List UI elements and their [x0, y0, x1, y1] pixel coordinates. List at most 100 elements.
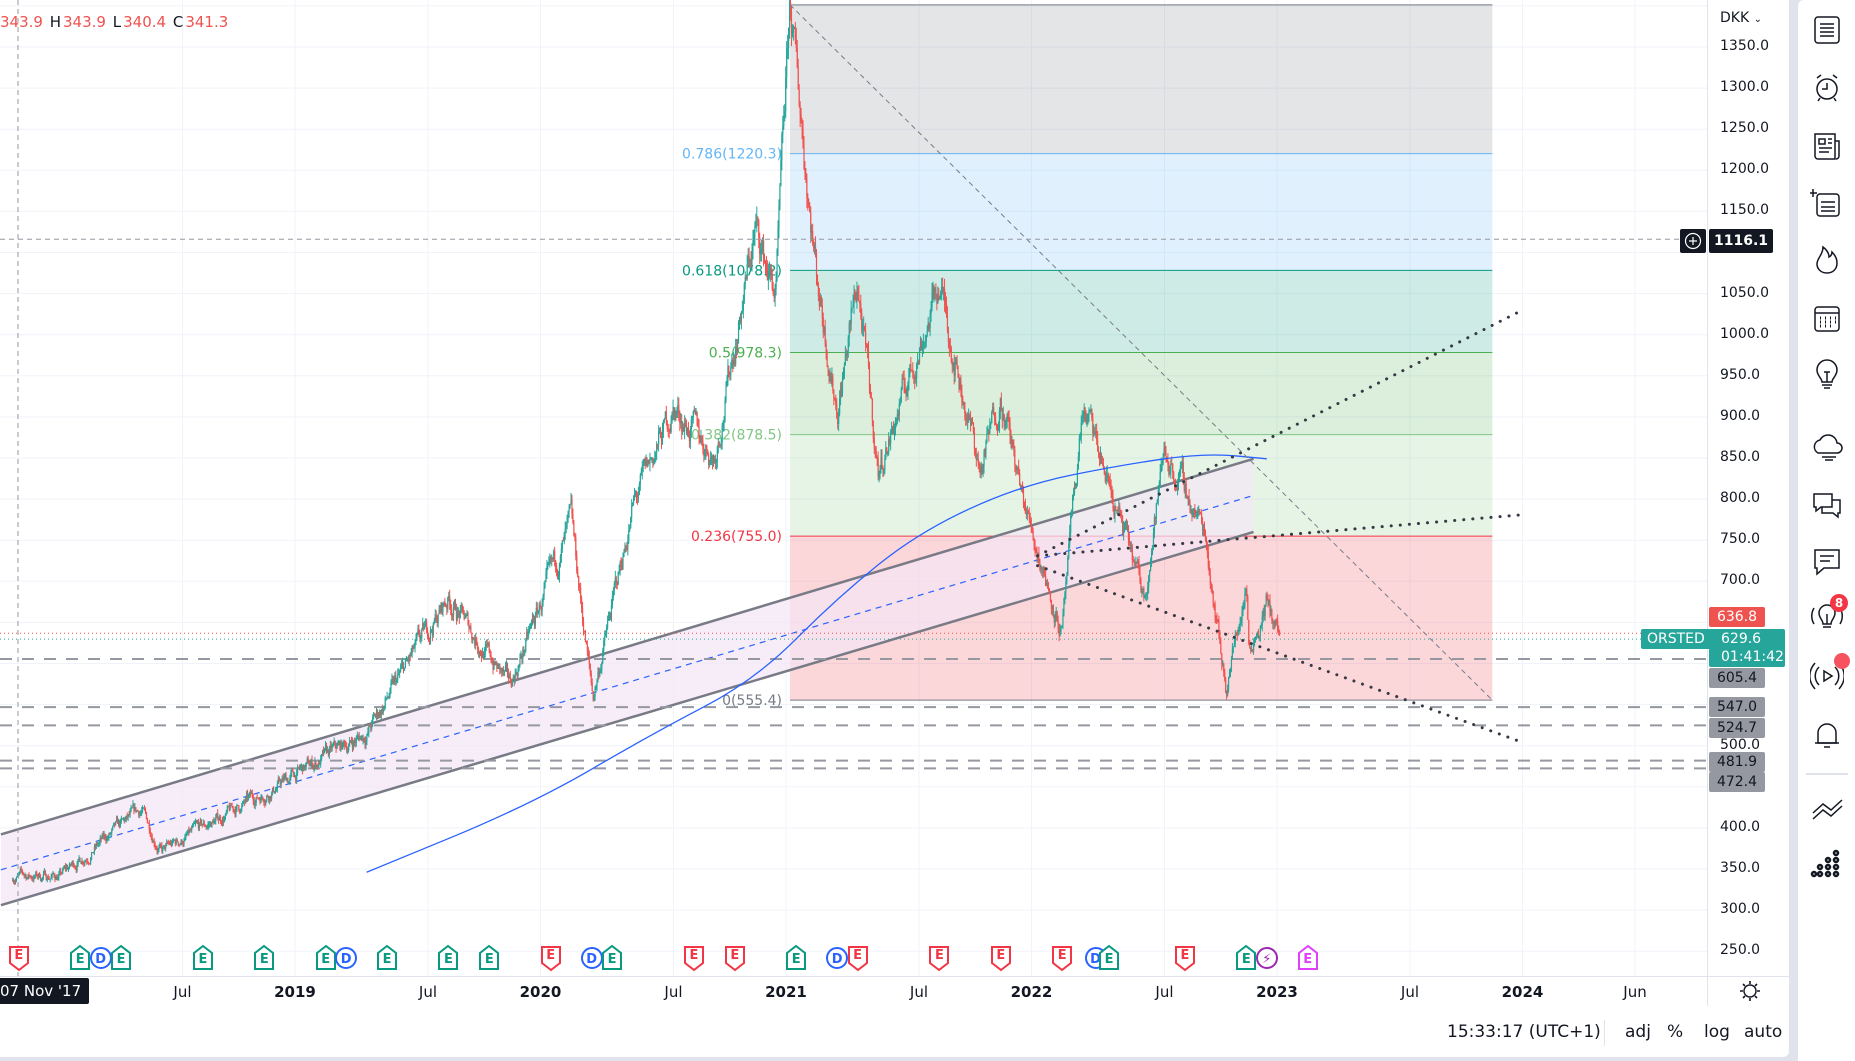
earnings-marker[interactable]: E	[723, 944, 747, 972]
calendar-button[interactable]	[1810, 301, 1844, 335]
earnings-marker[interactable]: E	[539, 944, 563, 972]
add-alert-plus-button[interactable]	[1680, 229, 1706, 253]
news-button[interactable]	[1810, 129, 1844, 163]
log-scale-toggle[interactable]: log	[1704, 1022, 1730, 1042]
earnings-marker[interactable]: E	[784, 944, 808, 972]
candle-body	[676, 411, 678, 414]
candle-body	[968, 415, 970, 421]
watchlist-button[interactable]	[1810, 13, 1844, 47]
candle-body	[514, 673, 516, 682]
auto-scale-toggle[interactable]: auto	[1744, 1022, 1783, 1042]
earnings-marker[interactable]: E	[436, 944, 460, 972]
candle-body	[859, 300, 861, 304]
earnings-marker[interactable]: E	[252, 944, 276, 972]
candle-body	[985, 441, 987, 454]
candle-body	[951, 361, 953, 366]
candle-body	[1207, 552, 1209, 568]
alert-clock-button[interactable]	[1810, 70, 1844, 104]
earnings-marker[interactable]: E	[109, 944, 133, 972]
candle-body	[167, 842, 170, 844]
split-marker[interactable]: ⚡	[1255, 944, 1279, 972]
earnings-marker[interactable]: E	[314, 944, 338, 972]
candle-body	[413, 647, 415, 649]
candle-body	[314, 761, 316, 767]
currency-selector[interactable]: DKK ⌄	[1720, 10, 1762, 26]
earnings-marker[interactable]: E	[1097, 944, 1121, 972]
candle-body	[1176, 482, 1179, 489]
lightbulb-button[interactable]	[1810, 358, 1844, 392]
dividend-marker[interactable]: D	[89, 944, 113, 972]
candle-body	[1034, 545, 1036, 552]
candle-body	[151, 837, 153, 843]
candle-body	[111, 829, 113, 833]
candle-body	[723, 420, 725, 423]
candle-body	[1017, 466, 1019, 468]
candle-body	[484, 646, 486, 652]
clock-timezone[interactable]: 15:33:17 (UTC+1)	[1447, 1022, 1601, 1042]
candle-body	[221, 819, 224, 825]
earnings-marker[interactable]: E	[1234, 944, 1258, 972]
candle-body	[51, 873, 53, 878]
candle-body	[743, 284, 745, 302]
candle-body	[715, 460, 717, 464]
earnings-marker[interactable]: E	[68, 944, 92, 972]
earnings-marker[interactable]: E	[989, 944, 1013, 972]
earnings-marker[interactable]: E	[600, 944, 624, 972]
earnings-marker[interactable]: E	[1050, 944, 1074, 972]
candle-body	[258, 798, 260, 800]
earnings-marker[interactable]: E	[7, 944, 31, 972]
dividend-marker[interactable]: D	[825, 944, 849, 972]
candle-body	[616, 582, 618, 585]
candle-body	[498, 663, 500, 666]
earnings-marker[interactable]: E	[191, 944, 215, 972]
percent-scale-toggle[interactable]: %	[1667, 1022, 1684, 1042]
adj-toggle[interactable]: adj	[1625, 1022, 1651, 1042]
dividend-marker[interactable]: D	[334, 944, 358, 972]
streams-button[interactable]	[1810, 653, 1850, 693]
chart-panel[interactable]: 0.786(1220.3) 0.618(1078.2) 0.5(978.3) 0.38…	[0, 0, 1789, 1057]
chart-settings-button[interactable]	[1739, 980, 1761, 1006]
candle-body	[702, 440, 704, 449]
earnings-marker[interactable]: E	[477, 944, 501, 972]
dots-grid-button[interactable]	[1810, 848, 1844, 882]
candle-body	[477, 649, 480, 654]
candle-body	[783, 116, 785, 126]
candle-body	[1004, 424, 1006, 428]
notifications-bell-button[interactable]	[1810, 718, 1844, 752]
comment-button[interactable]	[1810, 545, 1844, 579]
chat-cloud-button[interactable]	[1810, 429, 1844, 463]
candle-body	[645, 458, 647, 466]
candle-body	[345, 745, 347, 747]
chart-canvas[interactable]: 0.786(1220.3)0.618(1078.2)0.5(978.3)0.38…	[0, 0, 1789, 1006]
hotlist-fire-button[interactable]	[1810, 242, 1844, 276]
candle-body	[217, 813, 219, 819]
candle-body	[519, 656, 521, 665]
candle-body	[35, 872, 37, 877]
candle-body	[974, 448, 976, 455]
candle-body	[697, 424, 699, 427]
candle-body	[1276, 620, 1278, 622]
candle-body	[404, 661, 407, 668]
earnings-marker[interactable]: E	[1173, 944, 1197, 972]
candle-body	[782, 125, 784, 135]
event-letter: E	[1303, 952, 1313, 967]
candle-body	[161, 845, 163, 852]
event-badge-icon	[929, 946, 950, 972]
add-list-button[interactable]	[1810, 185, 1844, 219]
earnings-marker[interactable]: E	[1296, 944, 1320, 972]
candle-body	[1209, 574, 1211, 585]
candle-body	[1156, 500, 1158, 504]
trend-chart-button[interactable]	[1810, 791, 1844, 825]
earnings-marker[interactable]: E	[375, 944, 399, 972]
candle-body	[1256, 634, 1259, 637]
candle-body	[937, 294, 939, 304]
earnings-marker[interactable]: E	[682, 944, 706, 972]
chats-button[interactable]	[1810, 488, 1844, 522]
dividend-marker[interactable]: D	[580, 944, 604, 972]
earnings-marker[interactable]: E	[927, 944, 951, 972]
candle-body	[874, 448, 876, 452]
earnings-marker[interactable]: E	[846, 944, 870, 972]
ideas-stream-button[interactable]: 8	[1810, 594, 1848, 634]
candle-body	[1246, 589, 1248, 598]
candle-body	[109, 833, 111, 835]
